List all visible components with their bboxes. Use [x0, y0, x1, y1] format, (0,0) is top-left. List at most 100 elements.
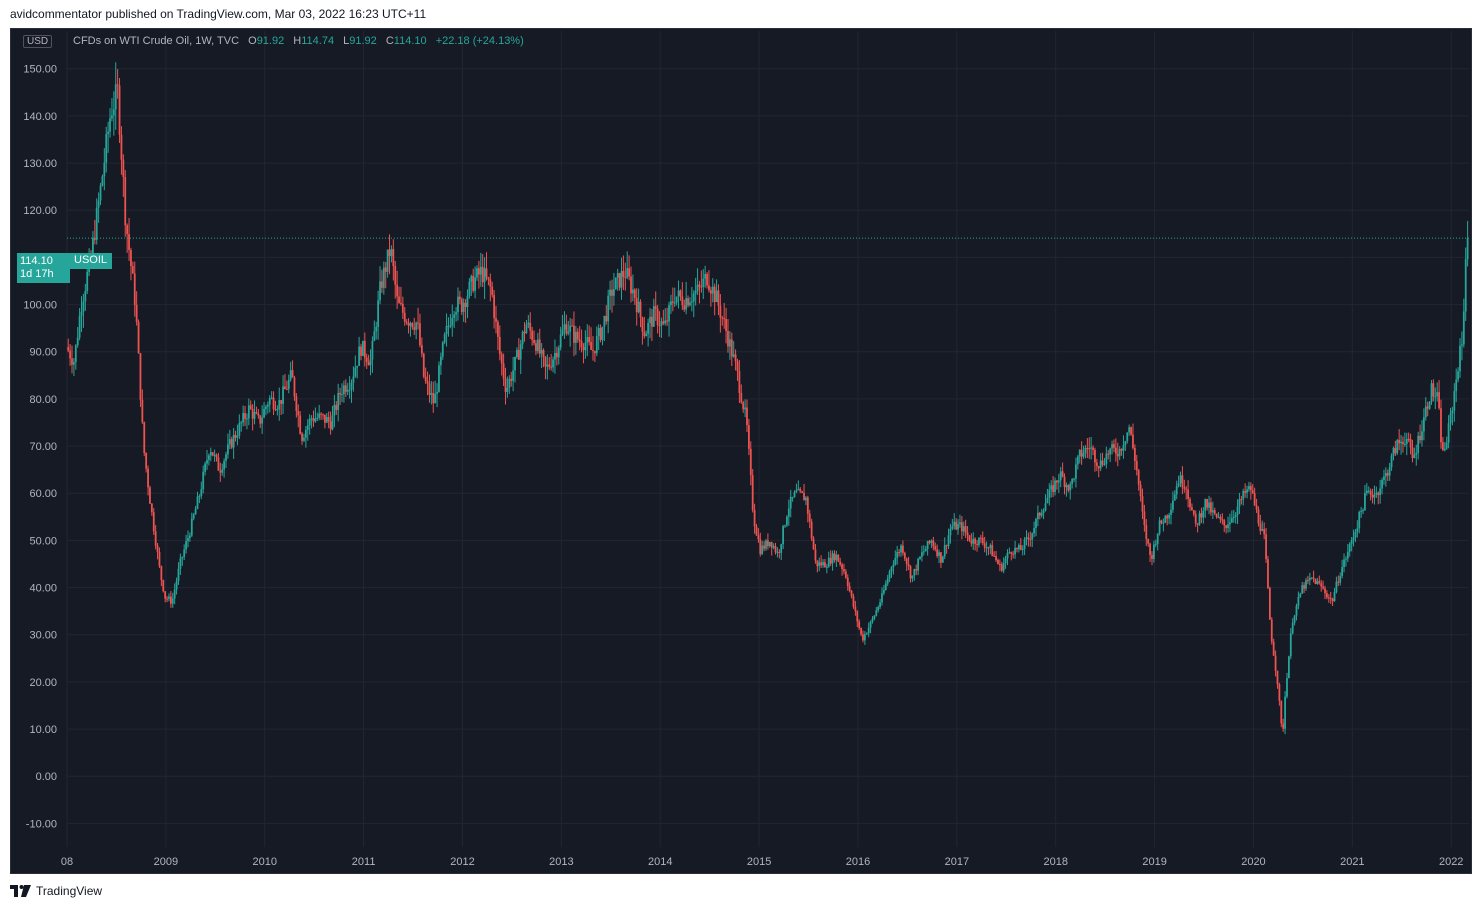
candle-body — [274, 408, 277, 410]
candle-body — [700, 286, 703, 288]
candle-body — [782, 526, 785, 545]
candle-body — [1240, 499, 1243, 501]
candle-body — [497, 321, 499, 338]
candle-body — [806, 497, 809, 514]
y-tick-label: 0.00 — [36, 771, 57, 783]
candle-body — [263, 408, 265, 418]
candle-body — [966, 532, 969, 536]
candle-body — [188, 535, 191, 538]
candle-body — [820, 562, 823, 566]
candle-body — [438, 365, 440, 392]
candle-body — [943, 545, 946, 557]
candle-body — [525, 324, 528, 334]
candle-body — [145, 452, 148, 469]
candle-body — [479, 266, 482, 275]
candle-body — [633, 289, 636, 298]
candle-body — [377, 300, 380, 328]
candle-body — [1388, 467, 1391, 476]
candle-body — [645, 333, 648, 337]
candle-body — [670, 301, 672, 305]
candle-body — [637, 301, 640, 313]
candle-body — [498, 337, 501, 355]
candle-body — [198, 496, 201, 498]
candle-body — [957, 524, 959, 530]
candle-body — [464, 302, 467, 308]
candle-body — [632, 289, 634, 294]
candle-body — [552, 359, 554, 368]
candle-body — [892, 564, 895, 568]
candle-body — [514, 356, 516, 371]
candle-body — [297, 411, 300, 416]
candle-body — [1154, 543, 1157, 545]
candle-body — [1409, 439, 1412, 448]
candlestick-chart[interactable]: 150.00140.00130.00120.00110.00100.0090.0… — [11, 29, 1471, 873]
candle-body — [554, 352, 556, 360]
candle-body — [550, 366, 553, 368]
candle-body — [270, 397, 273, 399]
currency-label[interactable]: USD — [23, 35, 53, 48]
candle-body — [863, 634, 866, 641]
candle-body — [428, 383, 431, 395]
candle-body — [641, 317, 644, 332]
candle-body — [460, 299, 463, 313]
candle-body — [318, 413, 321, 418]
candle-body — [1211, 510, 1214, 513]
candle-body — [843, 569, 845, 572]
candle-body — [987, 547, 990, 549]
candle-body — [1206, 499, 1209, 508]
candle-body — [1037, 512, 1039, 520]
candle-body — [192, 514, 195, 519]
candle-body — [658, 325, 661, 327]
candle-body — [1449, 413, 1452, 424]
candle-body — [206, 459, 208, 464]
y-tick-label: 60.00 — [29, 488, 57, 500]
y-tick-label: 130.00 — [23, 158, 57, 170]
candle-body — [1194, 514, 1197, 524]
chart-panel[interactable]: 150.00140.00130.00120.00110.00100.0090.0… — [10, 28, 1472, 874]
y-tick-label: 70.00 — [29, 441, 57, 453]
candle-body — [190, 518, 193, 536]
footer-brand[interactable]: TradingView — [10, 884, 102, 898]
legend-low-label: L — [343, 35, 350, 47]
candle-body — [1314, 578, 1317, 585]
candle-body — [152, 512, 155, 532]
candle-body — [1187, 489, 1190, 499]
candle-body — [84, 291, 87, 302]
candle-body — [303, 437, 305, 441]
candle-body — [419, 323, 421, 346]
candle-body — [1071, 479, 1074, 484]
candle-body — [1137, 470, 1140, 485]
candle-body — [1143, 511, 1146, 525]
candle-body — [240, 422, 243, 424]
candle-body — [856, 611, 859, 622]
candle-body — [1128, 427, 1131, 433]
candle-body — [744, 407, 746, 410]
x-tick-label: 08 — [61, 856, 73, 868]
candle-body — [103, 162, 106, 177]
candle-body — [348, 389, 351, 391]
candle-body — [495, 318, 497, 322]
candle-body — [1295, 605, 1298, 616]
candle-body — [1424, 406, 1427, 418]
candle-body — [1012, 553, 1015, 555]
candle-body — [1160, 520, 1163, 523]
candle-body — [1101, 460, 1104, 465]
candle-body — [985, 547, 988, 549]
candle-body — [516, 349, 518, 357]
candle-body — [1453, 391, 1456, 411]
candle-body — [358, 346, 361, 366]
candle-body — [1432, 383, 1435, 397]
candle-body — [567, 331, 570, 334]
tradingview-logo-icon — [10, 885, 31, 897]
candle-body — [396, 284, 399, 297]
candle-body — [1249, 486, 1252, 491]
candle-body — [774, 546, 777, 553]
candle-body — [1217, 516, 1220, 518]
candle-body — [1179, 475, 1182, 484]
candle-body — [917, 558, 920, 571]
candle-body — [208, 455, 210, 460]
legend-high-value: 114.74 — [301, 35, 335, 47]
candle-body — [1457, 371, 1460, 380]
candle-body — [751, 475, 754, 510]
candle-body — [1078, 449, 1081, 457]
